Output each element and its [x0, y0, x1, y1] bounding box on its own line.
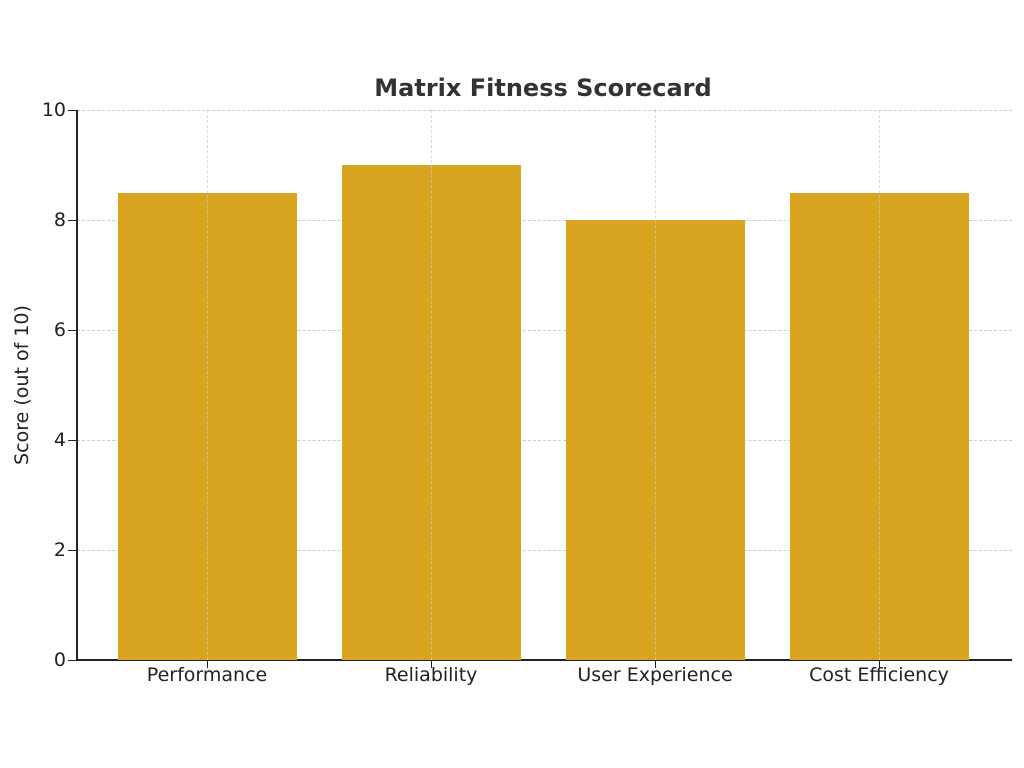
- x-tick: [879, 661, 880, 668]
- gridline-x-user-experience: [655, 110, 656, 660]
- y-axis-title: Score (out of 10): [11, 305, 33, 465]
- y-tick: [68, 110, 76, 111]
- gridline-y-8: [77, 220, 1012, 221]
- gridline-y-2: [77, 550, 1012, 551]
- y-tick-label: 2: [53, 539, 66, 561]
- x-tick-label-user-experience: User Experience: [577, 664, 733, 686]
- chart-title: Matrix Fitness Scorecard: [374, 74, 712, 102]
- gridline-x-cost-efficiency: [879, 110, 880, 660]
- y-tick: [68, 440, 76, 441]
- gridline-y-10: [77, 110, 1012, 111]
- y-tick-label: 0: [53, 649, 66, 671]
- x-tick-label-cost-efficiency: Cost Efficiency: [809, 664, 949, 686]
- y-tick-label: 10: [41, 99, 66, 121]
- x-tick: [431, 661, 432, 668]
- plot-area: [77, 110, 1012, 660]
- y-tick: [68, 220, 76, 221]
- x-axis-line: [76, 659, 1012, 661]
- y-tick: [68, 330, 76, 331]
- x-tick: [207, 661, 208, 668]
- x-tick-label-performance: Performance: [146, 664, 268, 686]
- y-axis-line: [76, 110, 78, 661]
- gridline-x-performance: [207, 110, 208, 660]
- y-tick: [68, 550, 76, 551]
- y-tick-label: 6: [53, 319, 66, 341]
- x-tick: [655, 661, 656, 668]
- y-tick-label: 4: [53, 429, 66, 451]
- y-tick-label: 8: [53, 209, 66, 231]
- gridline-y-6: [77, 330, 1012, 331]
- gridline-y-4: [77, 440, 1012, 441]
- x-tick-label-reliability: Reliability: [384, 664, 478, 686]
- y-tick: [68, 660, 76, 661]
- gridline-x-reliability: [431, 110, 432, 660]
